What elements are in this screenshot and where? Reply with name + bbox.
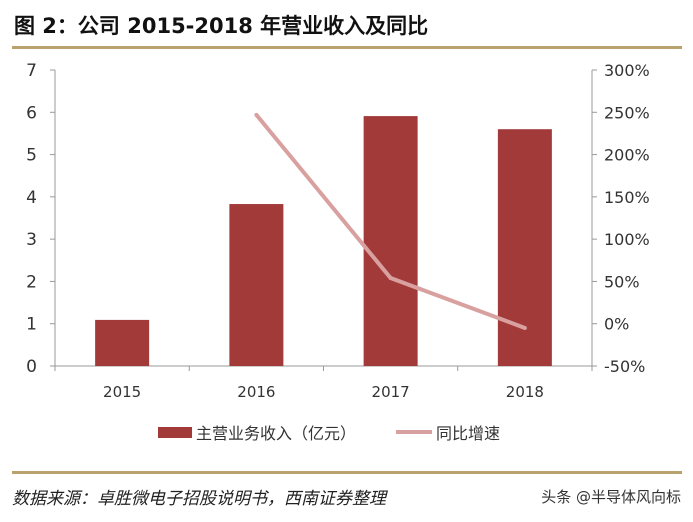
right-tick-label: -50% (604, 357, 645, 376)
legend-swatch-line (396, 430, 433, 434)
left-tick-label: 4 (26, 188, 37, 208)
title-rule (12, 46, 682, 49)
x-tick-label: 2016 (237, 383, 275, 401)
legend-label-growth: 同比增速 (436, 424, 501, 443)
bar-2016 (229, 204, 284, 366)
left-tick-label: 0 (26, 357, 37, 377)
right-tick-label: 150% (604, 188, 650, 207)
left-tick-label: 6 (26, 103, 37, 123)
legend-label-revenue: 主营业务收入（亿元） (196, 424, 357, 443)
bar-2018 (497, 129, 552, 366)
left-tick-label: 2 (26, 272, 37, 292)
right-tick-label: 0% (604, 315, 629, 334)
right-tick-label: 250% (604, 103, 650, 122)
chart: 0 1 2 3 4 5 6 7 -50% 0% 50% 100% 150% 200% 250% 300% 201… (26, 61, 650, 401)
bar-2015 (95, 319, 150, 366)
legend: 主营业务收入（亿元） 同比增速 (158, 420, 500, 444)
right-tick-label: 100% (604, 230, 650, 249)
right-tick-label: 200% (604, 146, 650, 165)
legend-swatch-bar (158, 426, 192, 438)
left-tick-label: 7 (26, 61, 37, 81)
right-tick-label: 50% (604, 272, 640, 291)
x-tick-label: 2017 (372, 383, 410, 401)
watermark: 头条 @半导体风向标 (541, 488, 681, 506)
growth-point-2017 (388, 276, 393, 281)
bar-2017 (363, 116, 418, 366)
growth-point-2016 (254, 112, 259, 117)
left-tick-label: 1 (26, 315, 37, 335)
footer-rule (12, 471, 682, 474)
right-tick-label: 300% (604, 61, 650, 80)
left-tick-label: 3 (26, 230, 37, 250)
source-note: 数据来源：卓胜微电子招股说明书，西南证券整理 (12, 489, 386, 509)
left-tick-label: 5 (26, 146, 37, 166)
x-tick-label: 2015 (103, 383, 141, 401)
x-tick-label: 2018 (506, 383, 544, 401)
figure-title: 图 2：公司 2015-2018 年营业收入及同比 (14, 14, 429, 38)
growth-point-2018 (522, 325, 527, 330)
